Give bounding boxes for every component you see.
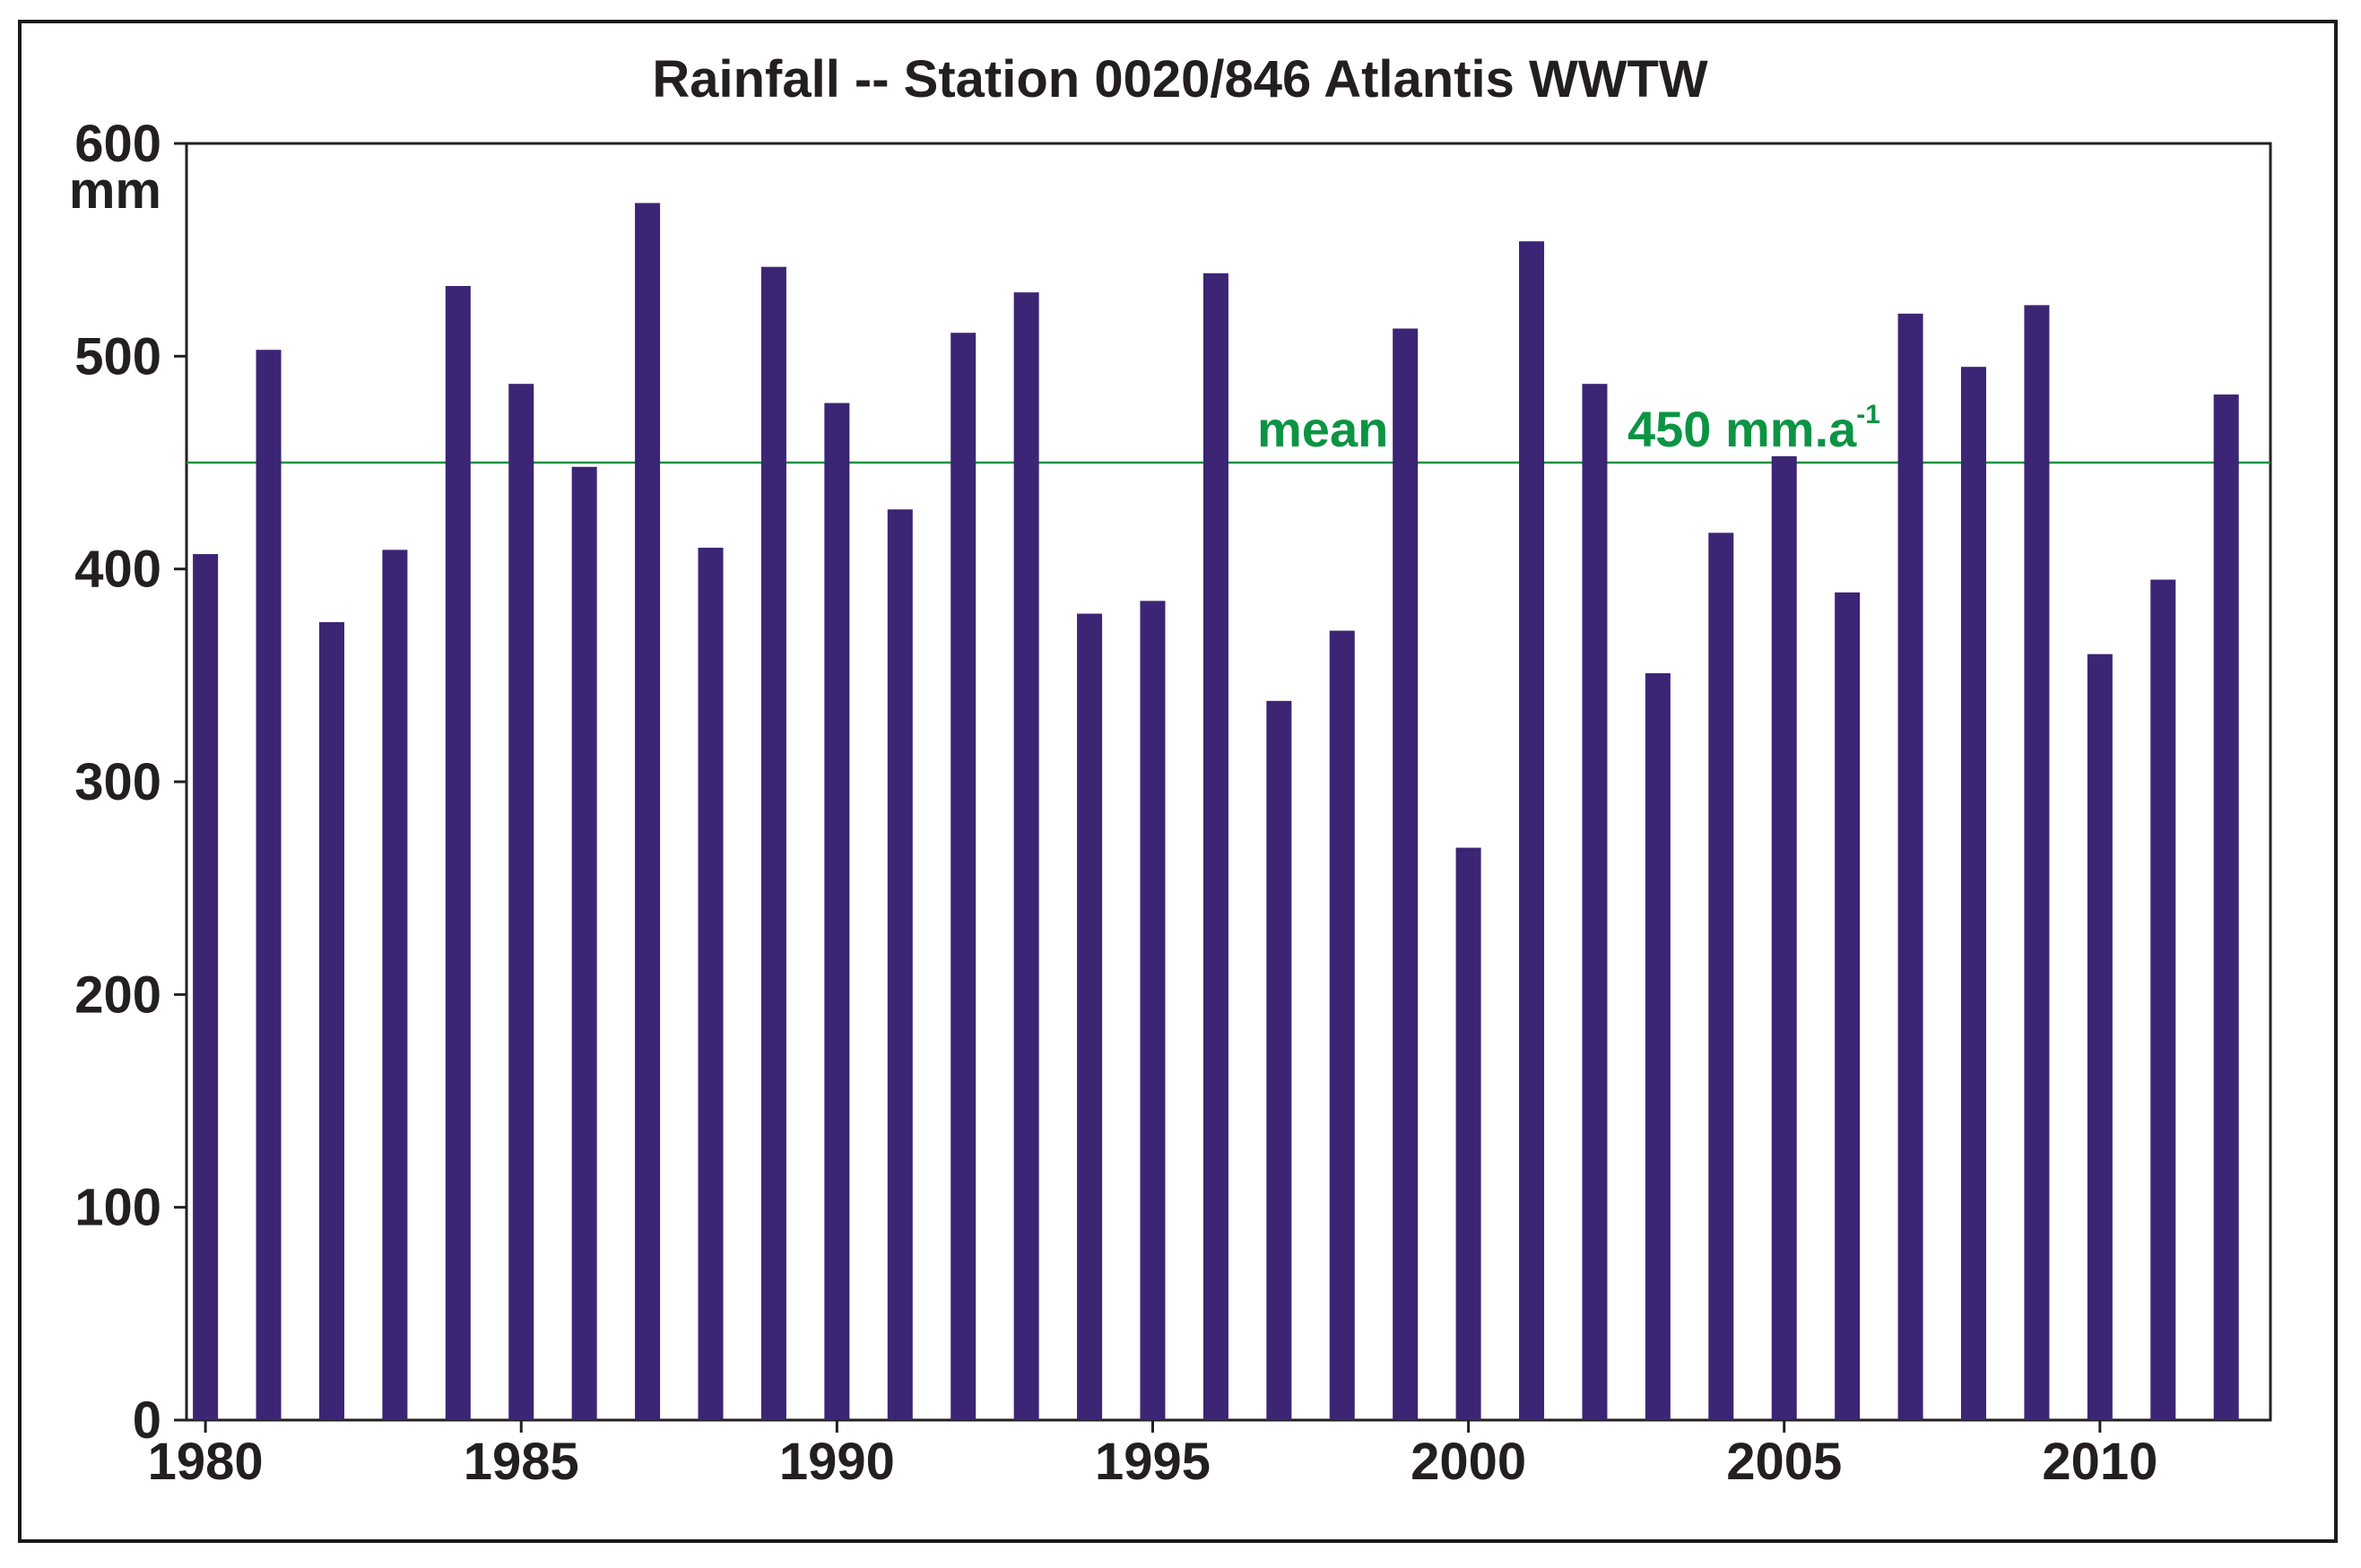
- bar-1984: [445, 286, 471, 1421]
- bar-1985: [508, 384, 534, 1421]
- mean-label-word: mean: [1257, 401, 1388, 457]
- y-tick-label: 300: [74, 753, 161, 811]
- y-tick-label: 100: [74, 1179, 161, 1237]
- bar-1982: [318, 622, 344, 1420]
- y-axis-unit: mm: [69, 161, 161, 220]
- bar-2006: [1835, 592, 1861, 1420]
- bar-1988: [698, 547, 724, 1420]
- bar-1980: [193, 554, 219, 1420]
- x-tick-label: 2010: [2042, 1433, 2157, 1491]
- bar-2002: [1582, 384, 1608, 1421]
- x-tick-label: 1995: [1095, 1433, 1211, 1491]
- y-tick-label: 600: [74, 115, 161, 173]
- bar-1995: [1140, 601, 1166, 1420]
- plot-area: [185, 142, 2272, 1422]
- bar-1993: [1013, 292, 1039, 1421]
- bar-2009: [2024, 305, 2050, 1421]
- bar-1989: [760, 266, 786, 1420]
- bar-2000: [1455, 847, 1481, 1420]
- chart-title: Rainfall -- Station 0020/846 Atlantis WW…: [652, 50, 1708, 108]
- bar-2011: [2150, 579, 2176, 1420]
- bar-1990: [824, 403, 850, 1421]
- bar-1994: [1077, 613, 1103, 1420]
- bar-2003: [1645, 672, 1671, 1420]
- x-tick-label: 2000: [1411, 1433, 1526, 1491]
- bar-1983: [382, 550, 408, 1420]
- bar-1986: [571, 466, 597, 1421]
- bar-2010: [2087, 654, 2113, 1420]
- bar-1992: [950, 333, 977, 1420]
- bar-1997: [1266, 700, 1292, 1420]
- bar-2008: [1961, 367, 1987, 1421]
- bar-1991: [887, 509, 913, 1420]
- bar-1981: [256, 350, 282, 1420]
- mean-label-value: 450 mm.a-1: [1628, 400, 1880, 457]
- y-tick-label: 0: [133, 1391, 161, 1450]
- bar-1996: [1202, 273, 1228, 1421]
- bar-2007: [1897, 313, 1923, 1420]
- y-tick-label: 500: [74, 327, 161, 386]
- bar-2012: [2213, 394, 2239, 1420]
- y-tick-label: 400: [74, 541, 161, 599]
- x-tick-label: 1980: [148, 1433, 264, 1491]
- bar-2005: [1771, 455, 1797, 1420]
- x-tick-label: 2005: [1726, 1433, 1842, 1491]
- bar-1999: [1393, 328, 1419, 1421]
- bar-1987: [635, 203, 661, 1420]
- x-tick-label: 1985: [464, 1433, 579, 1491]
- x-tick-label: 1990: [779, 1433, 895, 1491]
- mean-line-group: mean 450 mm.a-1: [187, 400, 2270, 464]
- bar-2004: [1708, 533, 1734, 1420]
- bar-2001: [1519, 241, 1545, 1420]
- bars: [193, 203, 2239, 1421]
- y-tick-label: 200: [74, 966, 161, 1024]
- bar-1998: [1329, 630, 1355, 1420]
- mean-label-superscript: -1: [1856, 400, 1880, 429]
